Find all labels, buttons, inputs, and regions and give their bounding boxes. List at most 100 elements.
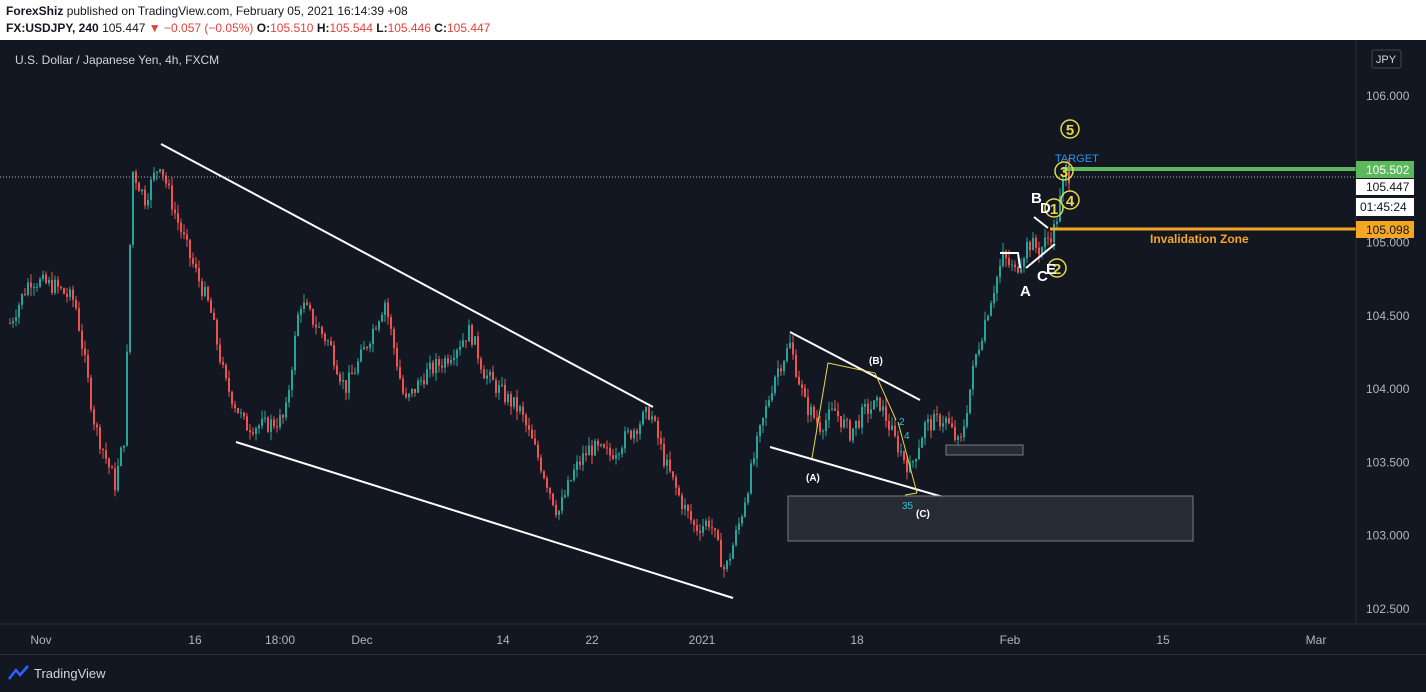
y-tick-label: 104.000: [1366, 382, 1410, 396]
candle-body: [441, 365, 443, 368]
candle-body: [237, 408, 239, 414]
candle-body: [456, 350, 458, 358]
candle-body: [621, 448, 623, 454]
candle-body: [837, 410, 839, 417]
candle-body: [825, 420, 827, 432]
author-name[interactable]: ForexShiz: [6, 4, 64, 18]
currency-badge[interactable]: JPY: [1376, 54, 1397, 66]
candle-body: [312, 308, 314, 325]
candle-body: [465, 340, 467, 342]
candle-body: [276, 426, 278, 428]
candle-body: [384, 302, 386, 315]
candle-body: [435, 359, 437, 374]
candle-body: [498, 385, 500, 393]
candle-body: [168, 183, 170, 186]
candle-body: [699, 530, 701, 533]
wedge-upper-line: [160, 143, 654, 408]
candle-body: [864, 403, 866, 407]
candle-body: [288, 389, 290, 403]
x-tick-label: 14: [496, 633, 510, 647]
candle-body: [1044, 237, 1046, 248]
candle-body: [195, 263, 197, 269]
tradingview-brand[interactable]: TradingView: [34, 666, 106, 681]
candle-body: [351, 372, 353, 375]
candle-body: [711, 527, 713, 529]
candle-body: [1014, 264, 1016, 268]
candle-body: [693, 520, 695, 526]
candle-body: [447, 358, 449, 364]
candle-body: [471, 325, 473, 345]
candle-body: [828, 409, 830, 421]
candle-body: [888, 420, 890, 430]
candle-body: [192, 258, 194, 264]
candle-body: [72, 289, 74, 300]
candle-body: [342, 380, 344, 382]
candle-body: [1023, 258, 1025, 267]
candle-body: [924, 422, 926, 439]
candle-body: [42, 274, 44, 280]
candle-body: [438, 359, 440, 366]
open-value: 105.510: [270, 21, 314, 35]
candle-body: [120, 447, 122, 467]
candle-body: [1053, 224, 1055, 243]
candle-body: [933, 413, 935, 431]
candle-body: [984, 320, 986, 341]
candle-body: [549, 488, 551, 494]
candle-body: [636, 430, 638, 434]
publish-info: ForexShiz published on TradingView.com, …: [6, 4, 408, 18]
candle-body: [54, 279, 56, 293]
candle-body: [267, 417, 269, 432]
candle-body: [942, 423, 944, 427]
invalidation-label: Invalidation Zone: [1150, 232, 1249, 246]
close-value: 105.447: [446, 21, 491, 35]
candle-body: [960, 436, 962, 438]
candle-body: [129, 244, 131, 352]
candle-body: [480, 358, 482, 370]
candle-body: [885, 406, 887, 421]
wave-4-label: 4: [1066, 193, 1075, 210]
candle-body: [489, 371, 491, 376]
candle-body: [1059, 196, 1061, 222]
candle-body: [66, 293, 68, 297]
candle-body: [27, 282, 29, 295]
candle-body: [45, 274, 47, 283]
candle-body: [1026, 241, 1028, 259]
candle-body: [117, 466, 119, 491]
candle-body: [504, 384, 506, 403]
candle-body: [705, 520, 707, 526]
price-chart[interactable]: TARGET Invalidation Zone 5 3 4 1 2 B D E…: [0, 40, 1426, 654]
candle-body: [213, 312, 215, 320]
wave-B-label: B: [1031, 190, 1042, 207]
published-text: published on TradingView.com, February 0…: [66, 4, 408, 18]
candle-body: [990, 303, 992, 316]
candle-body: [81, 330, 83, 349]
candle-body: [900, 451, 902, 453]
candle-body: [519, 406, 521, 412]
candle-body: [36, 286, 38, 288]
chart-area[interactable]: TARGET Invalidation Zone 5 3 4 1 2 B D E…: [0, 40, 1426, 654]
abcde-upper-line: [1033, 216, 1049, 229]
candle-body: [861, 406, 863, 428]
candle-body: [786, 348, 788, 362]
candle-body: [876, 397, 878, 401]
change-value: ▼ −0.057 (−0.05%): [148, 21, 254, 35]
candle-body: [414, 388, 416, 393]
candle-body: [357, 361, 359, 373]
candle-body: [969, 389, 971, 414]
candle-body: [330, 340, 332, 346]
candle-body: [534, 438, 536, 445]
candle-body: [327, 340, 329, 342]
x-tick-label: 15: [1156, 633, 1170, 647]
candle-body: [492, 371, 494, 381]
candle-body: [579, 461, 581, 465]
candle-body: [495, 380, 497, 393]
candle-body: [831, 408, 833, 410]
candle-body: [546, 478, 548, 489]
candle-body: [249, 430, 251, 433]
candle-body: [459, 346, 461, 351]
candle-body: [477, 336, 479, 359]
candle-body: [684, 504, 686, 510]
candle-body: [186, 234, 188, 240]
high-label: H:: [316, 21, 330, 35]
tradingview-logo-icon[interactable]: [8, 665, 30, 681]
